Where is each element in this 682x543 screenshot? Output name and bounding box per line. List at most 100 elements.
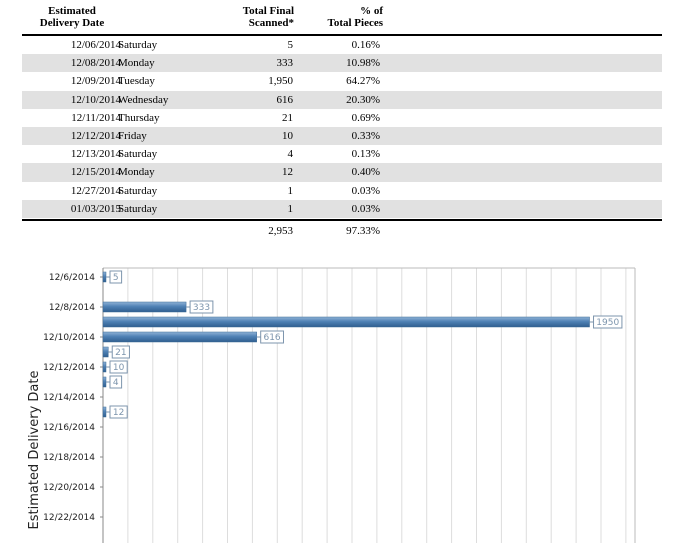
date-cell: 12/12/2014 <box>70 129 121 142</box>
date-cell: 12/08/2014 <box>70 57 121 70</box>
percent-cell: 64.27% <box>346 75 380 88</box>
table-row: 12/09/2014 Tuesday 1,950 64.27% <box>22 72 662 90</box>
y-tick-label: 12/10/2014 <box>43 333 95 343</box>
scanned-cell: 21 <box>282 111 293 124</box>
data-label-box <box>109 375 123 389</box>
scanned-cell: 1,950 <box>268 75 293 88</box>
table-row: 12/13/2014 Saturday 4 0.13% <box>22 145 662 163</box>
header-pct-line2: Total Pieces <box>327 17 384 29</box>
data-label: 12 <box>113 408 124 418</box>
y-tick-label: 12/14/2014 <box>43 393 95 403</box>
chart-canvas: 12/6/2014 12/8/2014 12/10/2014 12/12/2014 12… <box>27 267 636 543</box>
table-row: 12/11/2014 Thursday 21 0.69% <box>22 109 662 127</box>
header-date-line1: Estimated <box>48 5 96 17</box>
table-row: 12/08/2014 Monday 333 10.98% <box>22 54 662 73</box>
y-tick-label: 12/6/2014 <box>49 273 95 283</box>
table-header: Estimated Delivery Date Total Final Scan… <box>22 0 662 36</box>
bar <box>102 271 107 283</box>
bar <box>102 346 109 358</box>
date-cell: 12/10/2014 <box>70 93 121 106</box>
bar <box>102 376 107 388</box>
data-label-box <box>109 270 123 284</box>
scanned-cell: 10 <box>282 129 293 142</box>
totals-row: 2,953 97.33% <box>22 221 662 241</box>
data-label-box <box>109 405 128 419</box>
total-scanned: 2,953 <box>268 224 293 237</box>
percent-cell: 20.30% <box>346 93 380 106</box>
data-label: 333 <box>193 303 210 313</box>
data-label-box <box>260 330 284 344</box>
date-cell: 12/27/2014 <box>70 184 121 197</box>
day-cell: Saturday <box>118 184 158 197</box>
table-row: 12/06/2014 Saturday 5 0.16% <box>22 36 662 54</box>
table-row: 12/10/2014 Wednesday 616 20.30% <box>22 90 662 109</box>
header-estimated-delivery-date: Estimated Delivery Date <box>22 5 122 29</box>
y-tick-label: 12/20/2014 <box>43 483 95 493</box>
data-label: 616 <box>263 333 280 343</box>
table-row: 12/27/2014 Saturday 1 0.03% <box>22 182 662 200</box>
percent-cell: 0.13% <box>351 148 380 161</box>
date-cell: 12/13/2014 <box>70 148 121 161</box>
table-body: 12/06/2014 Saturday 5 0.16% 12/08/2014 M… <box>22 36 662 218</box>
percent-cell: 10.98% <box>346 57 380 70</box>
percent-cell: 0.40% <box>351 166 380 179</box>
y-axis-title: Estimated Delivery Date <box>27 371 42 530</box>
data-label: 10 <box>113 363 125 373</box>
date-cell: 12/06/2014 <box>70 39 121 51</box>
y-tick-label: 12/8/2014 <box>49 303 95 313</box>
data-label: 21 <box>115 348 126 358</box>
header-scanned-line1: Total Final <box>242 5 294 17</box>
y-tick-label: 12/16/2014 <box>43 423 95 433</box>
scanned-cell: 4 <box>287 148 294 161</box>
total-percent: 97.33% <box>346 224 380 237</box>
day-cell: Wednesday <box>118 93 169 106</box>
scanned-cell: 333 <box>276 57 294 70</box>
scanned-cell: 1 <box>287 184 294 197</box>
percent-cell: 0.03% <box>351 184 380 197</box>
day-cell: Monday <box>118 166 155 179</box>
bar <box>102 361 107 373</box>
scanned-cell: 5 <box>287 39 294 51</box>
y-tick-label: 12/22/2014 <box>43 513 95 523</box>
delivery-date-bar-chart: 12/6/2014 12/8/2014 12/10/2014 12/12/2014 12… <box>0 260 682 543</box>
day-cell: Saturday <box>118 202 158 215</box>
date-cell: 12/09/2014 <box>70 75 121 88</box>
table-row: 12/15/2014 Monday 12 0.40% <box>22 163 662 182</box>
date-cell: 12/15/2014 <box>70 166 121 179</box>
scanned-cell: 1 <box>287 202 294 215</box>
day-cell: Tuesday <box>118 75 155 88</box>
bar <box>102 331 257 343</box>
data-label-box <box>593 315 623 329</box>
bar <box>102 316 590 328</box>
totals-divider <box>22 218 662 221</box>
header-date-line2: Delivery Date <box>39 17 105 29</box>
data-label: 5 <box>113 273 119 283</box>
data-label: 4 <box>113 378 119 388</box>
data-label-box <box>109 360 128 374</box>
header-pct-line1: % of <box>360 5 383 17</box>
y-tick-label: 12/12/2014 <box>43 363 95 373</box>
header-total-final-scanned: Total Final Scanned* <box>202 5 294 29</box>
day-cell: Monday <box>118 57 155 70</box>
data-label-box <box>111 345 130 359</box>
day-cell: Friday <box>118 129 147 142</box>
data-label: 1950 <box>596 318 619 328</box>
table-row: 01/03/2015 Saturday 1 0.03% <box>22 199 662 218</box>
header-scanned-line2: Scanned* <box>248 17 294 29</box>
day-cell: Saturday <box>118 148 158 161</box>
bar <box>102 301 187 313</box>
day-cell: Thursday <box>118 111 160 124</box>
scanned-cell: 12 <box>282 166 293 179</box>
header-percent-total-pieces: % of Total Pieces <box>307 5 384 29</box>
bar <box>102 406 107 418</box>
day-cell: Saturday <box>118 39 158 51</box>
scanned-cell: 616 <box>276 93 294 106</box>
delivery-summary-table: Estimated Delivery Date Total Final Scan… <box>22 0 662 241</box>
percent-cell: 0.16% <box>351 39 380 51</box>
data-label-box <box>189 300 214 314</box>
percent-cell: 0.33% <box>351 129 380 142</box>
percent-cell: 0.69% <box>351 111 380 124</box>
y-tick-label: 12/18/2014 <box>43 453 95 463</box>
percent-cell: 0.03% <box>351 202 380 215</box>
table-row: 12/12/2014 Friday 10 0.33% <box>22 126 662 146</box>
